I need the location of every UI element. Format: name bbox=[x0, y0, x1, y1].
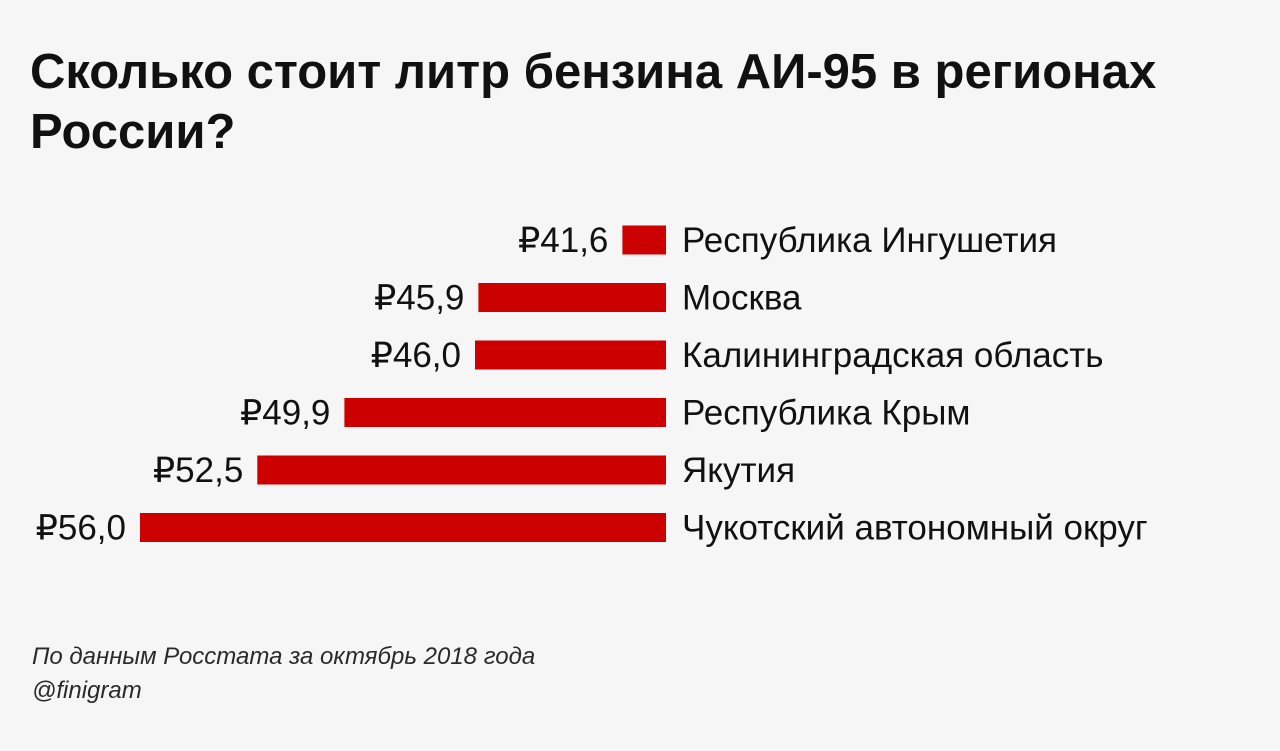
category-label: Чукотский автономный округ bbox=[682, 509, 1148, 548]
value-label: ₽45,9 bbox=[374, 279, 464, 318]
bar bbox=[475, 340, 666, 370]
category-label: Москва bbox=[682, 279, 802, 318]
category-label: Якутия bbox=[682, 451, 795, 490]
category-label: Республика Ингушетия bbox=[682, 221, 1057, 260]
value-label: ₽52,5 bbox=[153, 451, 243, 490]
value-label: ₽56,0 bbox=[36, 509, 126, 548]
bar bbox=[344, 398, 666, 427]
social-handle: @finigram bbox=[32, 677, 142, 704]
category-label: Калининградская область bbox=[682, 336, 1103, 375]
value-label: ₽49,9 bbox=[240, 394, 330, 433]
chart-footer: По данным Росстата за октябрь 2018 года … bbox=[32, 640, 535, 708]
category-label: Республика Крым bbox=[682, 394, 970, 433]
value-label: ₽46,0 bbox=[371, 336, 461, 375]
source-note: По данным Росстата за октябрь 2018 года bbox=[32, 643, 536, 670]
bar bbox=[140, 513, 666, 542]
chart-title: Сколько стоит литр бензина АИ-95 в регио… bbox=[30, 45, 1157, 159]
bar bbox=[622, 225, 666, 255]
value-label: ₽41,6 bbox=[518, 221, 608, 260]
bar bbox=[257, 455, 666, 485]
bar bbox=[478, 283, 666, 312]
